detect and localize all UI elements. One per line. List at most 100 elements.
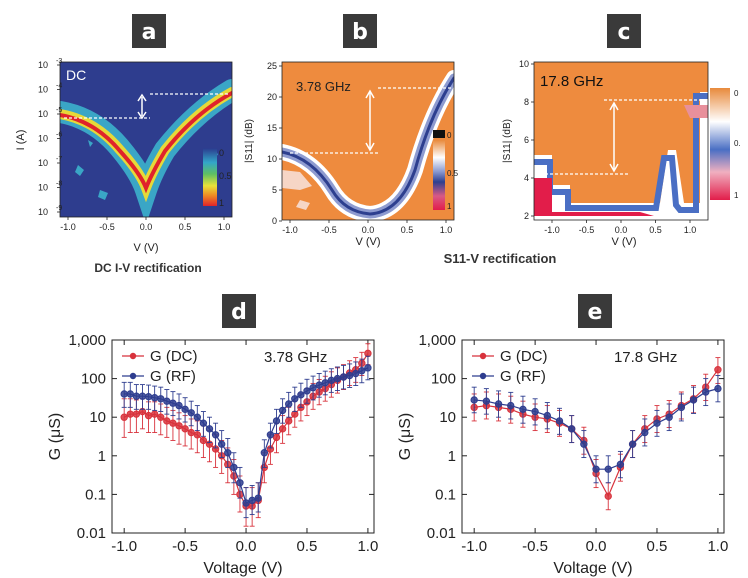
series-g-rf	[120, 355, 372, 519]
data-point	[665, 413, 673, 421]
y-tick-label: 100	[81, 371, 106, 388]
data-point	[507, 401, 515, 410]
data-point	[224, 449, 232, 457]
colorbar-c-tick: 1	[734, 191, 739, 200]
colorbar-b-tick: 0.5	[447, 169, 459, 178]
y-tick-label: 8	[524, 97, 529, 107]
data-point	[132, 410, 141, 418]
data-point	[266, 431, 275, 439]
y-tick-label: 0.1	[85, 486, 106, 503]
data-point	[580, 440, 588, 448]
data-point	[144, 392, 153, 401]
heatmap-c-white-region	[534, 92, 708, 220]
y-tick-exponent: -7	[56, 156, 62, 163]
heatmap-b-speckles	[282, 170, 312, 210]
panel-c-letter: c	[617, 20, 630, 45]
x-tick-label: -1.0	[111, 538, 137, 555]
data-point	[604, 492, 612, 500]
data-point	[352, 369, 360, 378]
y-tick-exponent: -6	[56, 132, 62, 139]
data-point	[714, 366, 722, 374]
data-point	[181, 405, 189, 414]
panel-e-badge: e	[578, 294, 612, 328]
data-point	[272, 417, 281, 425]
data-point	[217, 440, 226, 448]
y-tick-label: 1,000	[418, 332, 456, 349]
data-point	[169, 399, 177, 407]
bc-caption: S11-V rectification	[444, 251, 557, 266]
data-point	[364, 349, 372, 358]
x-tick-label: -0.5	[321, 225, 337, 235]
x-tick-label: 1.0	[684, 225, 697, 235]
data-point	[254, 494, 262, 502]
y-tick-label: 10	[38, 158, 48, 168]
data-point	[278, 406, 287, 415]
data-point	[211, 431, 220, 439]
data-point	[175, 422, 183, 430]
panel-a-badge: a	[132, 14, 166, 48]
y-tick-label: 0.01	[77, 525, 106, 542]
series-g-rf	[470, 375, 722, 484]
colorbar-a-tick: 0	[219, 148, 224, 158]
legend-swatch-marker	[129, 352, 137, 360]
y-tick-label: 20	[267, 92, 277, 102]
y-tick-label: 10	[38, 207, 48, 217]
data-point	[169, 419, 177, 427]
plot-frame	[461, 339, 725, 534]
colorbar-a-tick: 0.5	[219, 171, 232, 181]
colorbar-b-tick: 0	[447, 131, 452, 140]
data-point	[132, 392, 141, 400]
data-point	[494, 400, 503, 408]
legend-label: G (RF)	[150, 368, 196, 385]
heatmap-b-ridge	[282, 76, 454, 216]
legend-swatch-marker	[479, 352, 487, 360]
panel-b-badge: b	[343, 14, 377, 48]
x-tick-label: 0.5	[647, 538, 668, 555]
y-tick-label: 1	[98, 448, 106, 465]
data-point	[120, 413, 128, 421]
data-point	[126, 410, 134, 418]
x-tick-label: -1.0	[544, 225, 560, 235]
data-point	[677, 403, 686, 412]
x-tick-label: -1.0	[60, 222, 76, 232]
data-point	[309, 384, 317, 392]
y-tick-label: 2	[524, 211, 529, 221]
data-point	[470, 396, 478, 404]
data-point	[230, 463, 238, 472]
data-point	[297, 391, 305, 399]
y-tick-label: 10	[439, 409, 456, 426]
data-point	[242, 499, 250, 507]
x-tick-label: 0.5	[297, 538, 318, 555]
panel-c-xlabel: V (V)	[611, 236, 636, 248]
data-point	[333, 374, 342, 383]
data-point	[187, 428, 195, 437]
y-axis-label: G (μS)	[397, 413, 414, 460]
y-tick-label: 0.1	[435, 486, 456, 503]
panel-b-ylabel: |S11| (dB)	[244, 119, 255, 163]
frequency-annotation: 17.8 GHz	[614, 349, 677, 366]
x-tick-label: -1.0	[461, 538, 487, 555]
panel-a-letter: a	[142, 20, 157, 45]
data-point	[641, 428, 649, 437]
data-point	[291, 395, 299, 403]
y-tick-label: 25	[267, 61, 277, 71]
x-axis-label: Voltage (V)	[553, 560, 632, 577]
chart-e: -1.0 -0.5 0.0 0.5 1.0 1,000 100 10 1 0.1 0.01 Volta…	[397, 332, 728, 577]
data-point	[150, 394, 159, 402]
y-tick-label: 10	[519, 59, 529, 69]
data-point	[714, 384, 722, 393]
x-tick-label: -0.5	[579, 225, 595, 235]
data-point	[604, 465, 612, 473]
y-tick-exponent: -4	[56, 83, 62, 90]
data-point	[157, 413, 165, 421]
panel-c-badge: c	[607, 14, 641, 48]
y-tick-label: 10	[89, 409, 106, 426]
x-tick-label: -0.5	[99, 222, 115, 232]
data-point	[689, 396, 698, 404]
x-tick-label: 1.0	[218, 222, 231, 232]
legend-swatch-marker	[129, 372, 137, 380]
heatmap-a-inset-label: DC	[66, 67, 86, 83]
x-tick-label: -0.5	[522, 538, 548, 555]
chart-d: -1.0 -0.5 0.0 0.5 1.0 1,000 100 10 1 0.1 0.01 Volta…	[47, 332, 378, 577]
